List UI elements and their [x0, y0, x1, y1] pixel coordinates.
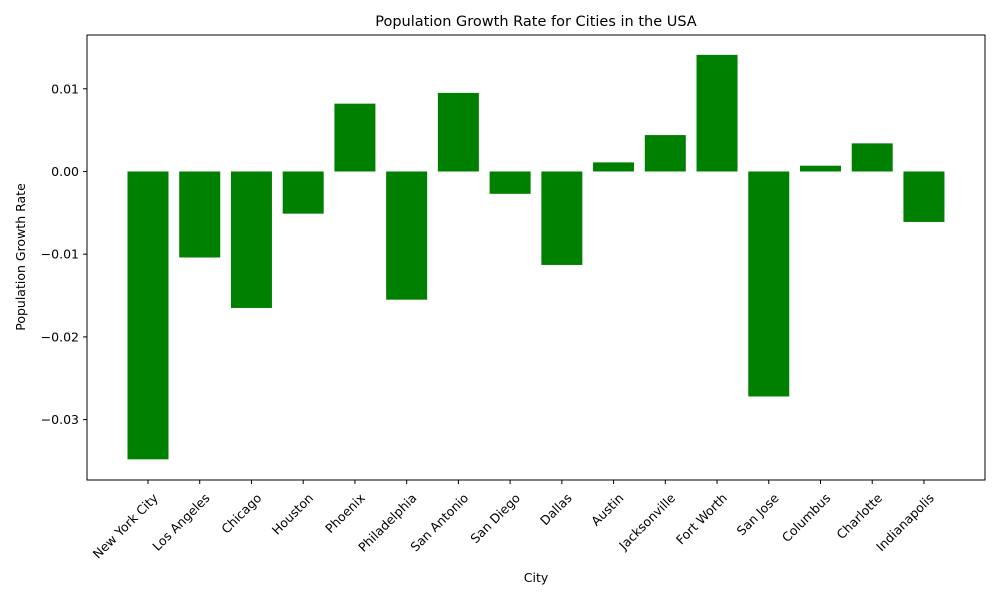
- y-tick-label: −0.01: [41, 247, 79, 262]
- x-tick-label: Chicago: [218, 490, 264, 536]
- bar-chicago: [230, 171, 272, 308]
- bar-jacksonville: [644, 135, 686, 172]
- bar-charlotte: [851, 143, 893, 172]
- y-tick-label: 0.00: [51, 164, 79, 179]
- y-tick-label: −0.02: [41, 329, 79, 344]
- x-tick-label: Austin: [588, 490, 626, 528]
- bar-columbus: [799, 165, 841, 172]
- x-tick-label: Columbus: [779, 490, 834, 545]
- x-axis-label: City: [524, 570, 549, 585]
- x-tick-label: Charlotte: [833, 490, 885, 542]
- x-tick-label: San Jose: [734, 490, 782, 538]
- bar-los-angeles: [179, 171, 221, 258]
- y-axis: −0.03 −0.02 −0.01 0.00 0.01: [41, 81, 87, 427]
- y-tick-label: 0.01: [51, 81, 79, 96]
- x-tick-label: San Diego: [467, 490, 523, 546]
- bar-fort-worth: [696, 54, 738, 172]
- bar-philadelphia: [386, 171, 428, 300]
- x-tick-label: Fort Worth: [673, 490, 730, 547]
- chart-title: Population Growth Rate for Cities in the…: [375, 14, 697, 30]
- bar-new-york-city: [127, 171, 169, 460]
- bar-dallas: [541, 171, 583, 265]
- x-tick-label: New York City: [90, 490, 162, 562]
- y-axis-label: Population Growth Rate: [13, 183, 28, 331]
- bar-san-diego: [489, 171, 531, 194]
- x-tick-label: Houston: [269, 490, 316, 537]
- x-tick-label: Dallas: [537, 490, 575, 528]
- bar-san-jose: [748, 171, 790, 397]
- bar-san-antonio: [437, 92, 479, 172]
- plot-frame: [86, 34, 986, 481]
- bar-austin: [593, 162, 635, 172]
- bar-houston: [282, 171, 324, 214]
- bar-indianapolis: [903, 171, 945, 222]
- x-tick-label: Phoenix: [322, 490, 368, 536]
- y-tick-label: −0.03: [41, 412, 79, 427]
- bar-phoenix: [334, 103, 376, 172]
- bars-group: [127, 54, 945, 460]
